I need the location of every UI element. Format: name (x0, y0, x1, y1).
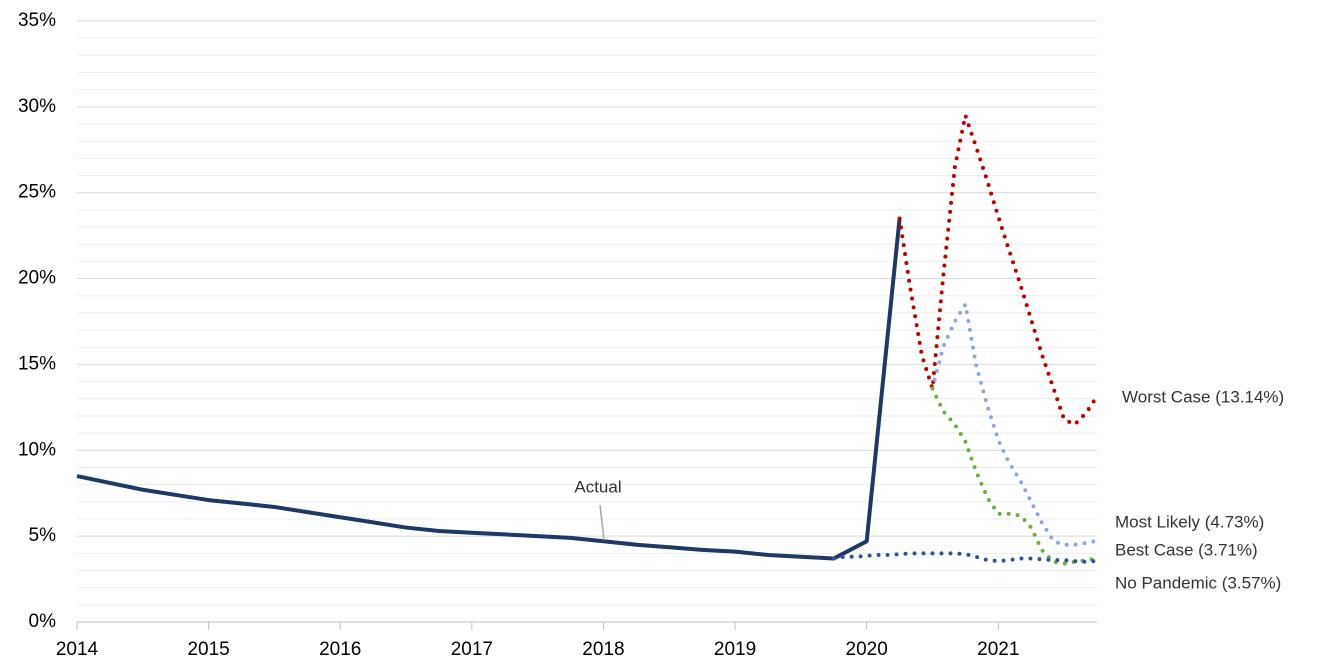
x-tick-label: 2014 (56, 639, 99, 660)
label-leader (599, 504, 605, 541)
series-line (930, 386, 1099, 566)
x-tick-label: 2021 (977, 639, 1019, 660)
series-label: Best Case (3.71%) (1115, 540, 1258, 559)
series-label: Most Likely (4.73%) (1115, 512, 1264, 531)
y-tick-label: 20% (18, 268, 56, 289)
y-tick-label: 15% (18, 353, 56, 374)
series-line (76, 218, 902, 561)
series-line (930, 298, 1099, 547)
x-tick-label: 2017 (451, 639, 493, 660)
y-tick-label: 30% (18, 96, 56, 117)
x-tick-label: 2020 (846, 639, 888, 660)
series-line (831, 551, 1099, 564)
x-tick-label: 2019 (714, 639, 756, 660)
y-tick-label: 25% (18, 182, 56, 203)
x-tick-label: 2015 (187, 639, 229, 660)
x-tick-label: 2016 (319, 639, 361, 660)
x-tick-label: 2018 (582, 639, 624, 660)
y-tick-label: 5% (29, 525, 57, 546)
y-tick-label: 10% (18, 439, 56, 460)
series-label: Worst Case (13.14%) (1122, 387, 1284, 406)
series-label: No Pandemic (3.57%) (1115, 573, 1281, 592)
series-line (897, 107, 1099, 427)
series-label: Actual (574, 477, 621, 496)
y-tick-label: 35% (18, 10, 56, 31)
y-tick-label: 0% (29, 611, 57, 632)
